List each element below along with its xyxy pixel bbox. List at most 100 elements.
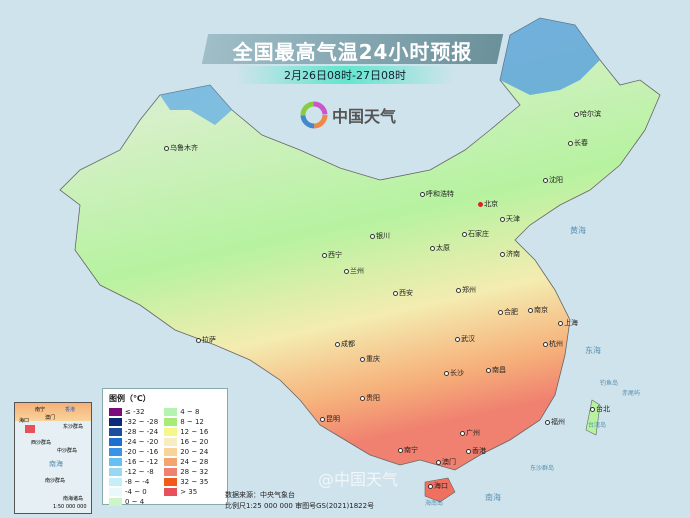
logo-text: 中国天气 (332, 107, 397, 126)
city-label: 贵阳 (360, 393, 380, 403)
city-label: 澳门 (436, 457, 456, 467)
legend-item: -12 ~ -8 (109, 467, 158, 477)
legend-swatch (164, 408, 178, 416)
inset-label: 香港 (65, 407, 76, 413)
legend-swatch (109, 488, 122, 496)
legend-label: -16 ~ -12 (125, 458, 159, 466)
legend-label: -4 ~ 0 (125, 488, 147, 496)
legend-swatch (109, 418, 122, 426)
legend-item: 4 ~ 8 (164, 407, 208, 417)
city-label: 南京 (528, 305, 548, 315)
city-label: 武汉 (455, 334, 475, 344)
legend-label: -28 ~ -24 (125, 428, 159, 436)
inset-title: 南海诸岛 (63, 496, 84, 502)
city-label: 福州 (545, 417, 565, 427)
inset-label: 西沙群岛 (31, 440, 52, 446)
sea-label: 东沙群岛 (530, 465, 555, 472)
city-label: 天津 (500, 214, 520, 224)
inset-label: 澳门 (45, 415, 56, 421)
city-label: 西安 (393, 288, 413, 298)
inset-scale: 1:50 000 000 (53, 504, 87, 510)
legend-item: ≤ -32 (109, 407, 158, 417)
inset-label: 南海 (49, 460, 63, 468)
legend-swatch (164, 458, 178, 466)
legend-item: 32 ~ 35 (164, 477, 208, 487)
legend-item: 20 ~ 24 (164, 447, 208, 457)
legend-label: > 35 (180, 488, 198, 496)
inset-label: 南宁 (35, 407, 46, 413)
legend-label: -24 ~ -20 (125, 438, 159, 446)
city-label: 济南 (500, 249, 520, 259)
footer: 数据来源：中央气象台 比例尺1:25 000 000 审图号GS(2021)18… (225, 490, 374, 512)
city-label: 太原 (430, 243, 450, 253)
legend-item: -8 ~ -4 (109, 477, 158, 487)
legend-item: -16 ~ -12 (109, 457, 158, 467)
sea-label: 钓鱼岛 (600, 380, 619, 387)
city-label: 乌鲁木齐 (164, 143, 198, 153)
legend-item: -28 ~ -24 (109, 427, 158, 437)
sea-label: 黄海 (570, 226, 586, 235)
city-label: 呼和浩特 (420, 189, 454, 199)
legend-swatch (109, 498, 122, 506)
inset-label: 东沙群岛 (63, 424, 84, 430)
inset-label: 南沙群岛 (45, 478, 66, 484)
subtitle-banner (235, 66, 455, 84)
legend-item: -20 ~ -16 (109, 447, 158, 457)
city-label: 南宁 (398, 445, 418, 455)
legend-swatch (109, 438, 122, 446)
sea-label: 南海 (485, 493, 501, 502)
legend-label: 28 ~ 32 (180, 468, 209, 476)
logo: 中国天气 (300, 101, 396, 129)
legend-label: -12 ~ -8 (125, 468, 154, 476)
city-label: 杭州 (543, 339, 563, 349)
city-label: 南昌 (486, 365, 506, 375)
city-label: 西宁 (322, 250, 342, 260)
city-label: 拉萨 (196, 335, 216, 345)
legend-swatch (164, 418, 178, 426)
legend-swatch (164, 428, 178, 436)
city-label: 成都 (335, 339, 355, 349)
watermark: @中国天气 (318, 470, 399, 489)
legend-item: 16 ~ 20 (164, 437, 208, 447)
city-label: 重庆 (360, 354, 380, 364)
city-label: 沈阳 (543, 175, 563, 185)
legend-label: 4 ~ 8 (180, 408, 200, 416)
legend-label: 8 ~ 12 (180, 418, 204, 426)
legend: 图例（℃） ≤ -32 -32 ~ -28 -28 ~ -24 -24 ~ -20 -2… (102, 388, 228, 507)
legend-swatch (164, 468, 178, 476)
legend-swatch (109, 478, 122, 486)
city-label: 北京 (478, 199, 498, 209)
city-label: 合肥 (498, 307, 518, 317)
legend-label: -20 ~ -16 (125, 448, 159, 456)
page-title: 全国最高气温24小时预报 (232, 40, 473, 64)
legend-label: ≤ -32 (125, 408, 145, 416)
city-label: 上海 (558, 318, 578, 328)
sea-label: 赤尾屿 (622, 390, 641, 397)
city-label: 石家庄 (462, 229, 489, 239)
legend-label: -8 ~ -4 (125, 478, 150, 486)
south-china-sea-inset: 南宁 香港 澳门 海口 东沙群岛 西沙群岛 中沙群岛 南海 南沙群岛 南海诸岛 … (14, 402, 92, 514)
data-source: 数据来源：中央气象台 (225, 491, 295, 499)
city-label: 银川 (370, 231, 390, 241)
inset-label: 海口 (19, 418, 30, 424)
legend-item: 12 ~ 16 (164, 427, 208, 437)
legend-item: 24 ~ 28 (164, 457, 208, 467)
inset-label: 中沙群岛 (57, 448, 78, 454)
legend-item: > 35 (164, 487, 208, 497)
sea-label: 东海 (585, 346, 601, 355)
city-label: 广州 (460, 428, 480, 438)
legend-label: 0 ~ 4 (125, 498, 145, 506)
legend-swatch (109, 468, 122, 476)
china-weather-swirl-icon (300, 101, 328, 129)
forecast-period: 2月26日08时-27日08时 (284, 69, 406, 82)
legend-column: ≤ -32 -32 ~ -28 -28 ~ -24 -24 ~ -20 -20 ~ -1… (109, 407, 158, 507)
legend-swatch (164, 448, 178, 456)
legend-swatch (109, 428, 122, 436)
legend-item: -32 ~ -28 (109, 417, 158, 427)
inset-hainan (25, 425, 35, 433)
sea-label: 海南岛 (425, 500, 444, 507)
legend-title: 图例（℃） (109, 394, 151, 403)
legend-swatch (109, 458, 122, 466)
legend-swatch (164, 438, 178, 446)
china-landmass (59, 17, 661, 471)
